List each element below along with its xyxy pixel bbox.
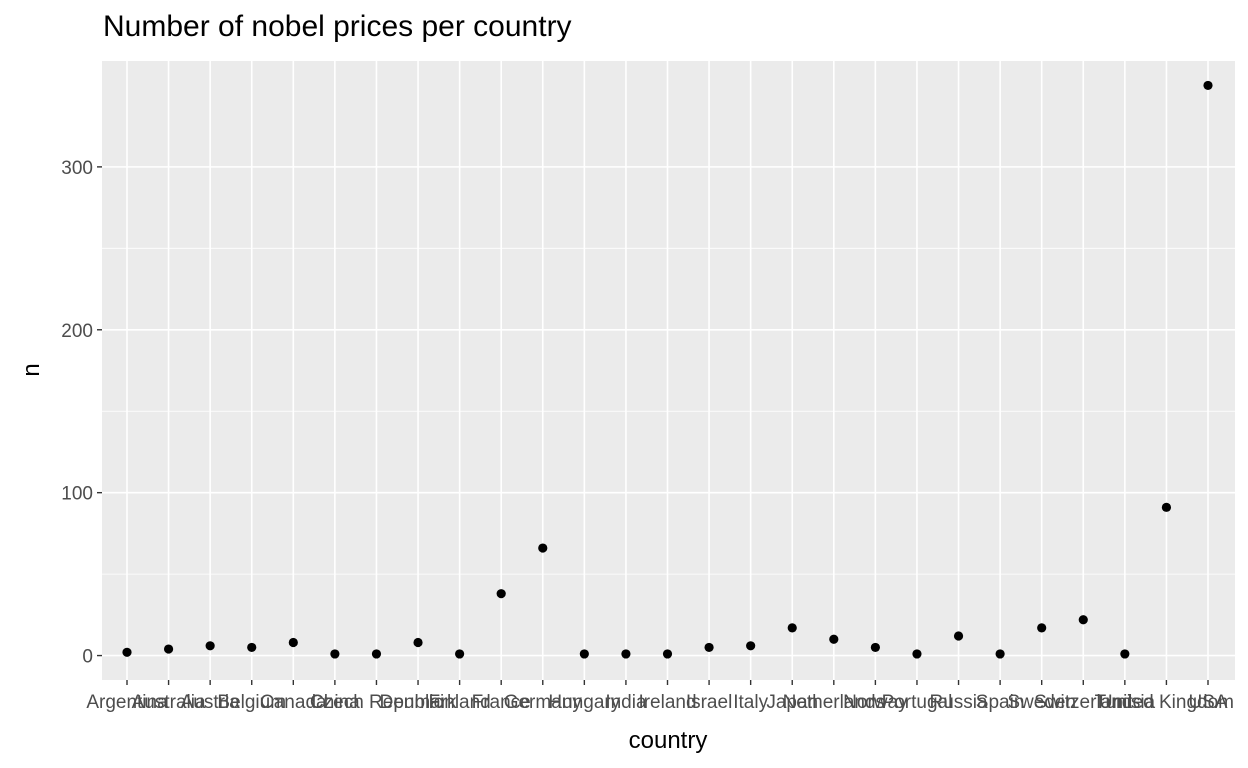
x-tick-label: France [472, 692, 531, 713]
y-tick-label: 0 [82, 647, 93, 668]
y-axis-label: n [18, 363, 45, 376]
data-point [1037, 623, 1047, 633]
data-point [953, 631, 964, 641]
data-point [746, 641, 756, 651]
minor-gridlines [102, 247, 1235, 575]
chart-title: Number of nobel prices per country [103, 10, 572, 43]
x-tick-label: Canada [260, 692, 327, 713]
data-point [1120, 649, 1130, 659]
x-tick-label: China [310, 692, 360, 713]
x-tick-label: Ireland [638, 692, 696, 713]
x-tick-label: Australia [132, 692, 206, 713]
plot-panel [102, 61, 1235, 680]
data-point [330, 649, 340, 659]
data-point [538, 543, 548, 553]
x-tick-label: Russia [929, 692, 988, 713]
x-tick-label: USA [1188, 692, 1227, 713]
major-gridlines [102, 61, 1235, 680]
x-tick-label: Germany [504, 692, 583, 713]
y-axis: 0 100 200 300 [61, 158, 102, 668]
x-tick-label: Israel [686, 692, 732, 713]
data-point [122, 647, 132, 657]
data-point [1161, 502, 1172, 512]
data-point [1203, 80, 1213, 91]
x-tick-label: Finland [428, 692, 490, 713]
x-tick-label: United Kingdom [1099, 692, 1234, 713]
x-tick-label: Denmark [379, 692, 457, 713]
x-tick-label: Austria [181, 692, 241, 713]
data-point [247, 642, 257, 653]
data-point [621, 649, 631, 659]
data-point [288, 637, 298, 648]
data-point [455, 649, 465, 659]
y-tick-label: 100 [61, 484, 93, 505]
data-point [829, 634, 839, 644]
x-tick-label: Japan [766, 692, 818, 713]
x-tick-label: Tunisia [1095, 692, 1156, 713]
x-tick-label: India [605, 692, 647, 713]
x-axis: ArgentinaAustraliaAustriaBelgiumCanadaCh… [86, 680, 1234, 713]
data-point [205, 641, 215, 651]
x-tick-label: Switzerland [1034, 692, 1132, 713]
y-tick-label: 200 [61, 321, 93, 342]
x-tick-label: Czech Republic [310, 692, 443, 713]
data-point [704, 642, 714, 653]
x-tick-label: Norway [843, 692, 908, 713]
data-point [995, 649, 1005, 659]
data-point [662, 649, 673, 659]
data-point [579, 649, 589, 659]
x-tick-label: Argentina [86, 692, 168, 713]
x-tick-label: Netherlands [783, 692, 885, 713]
data-point [870, 642, 880, 653]
data-point [163, 644, 174, 654]
data-point [1078, 615, 1088, 625]
x-tick-label: Portugal [882, 692, 953, 713]
x-axis-label: country [629, 727, 708, 754]
data-point [787, 623, 797, 633]
data-points [122, 80, 1213, 659]
x-tick-label: Belgium [217, 692, 286, 713]
x-tick-label: Spain [976, 692, 1025, 713]
y-tick-label: 300 [61, 158, 93, 179]
x-tick-label: Italy [733, 692, 768, 713]
data-point [371, 649, 382, 659]
x-tick-label: Hungary [548, 692, 620, 713]
x-tick-label: Sweden [1007, 692, 1076, 713]
data-point [413, 637, 423, 648]
data-point [496, 589, 506, 599]
data-point [912, 649, 922, 659]
